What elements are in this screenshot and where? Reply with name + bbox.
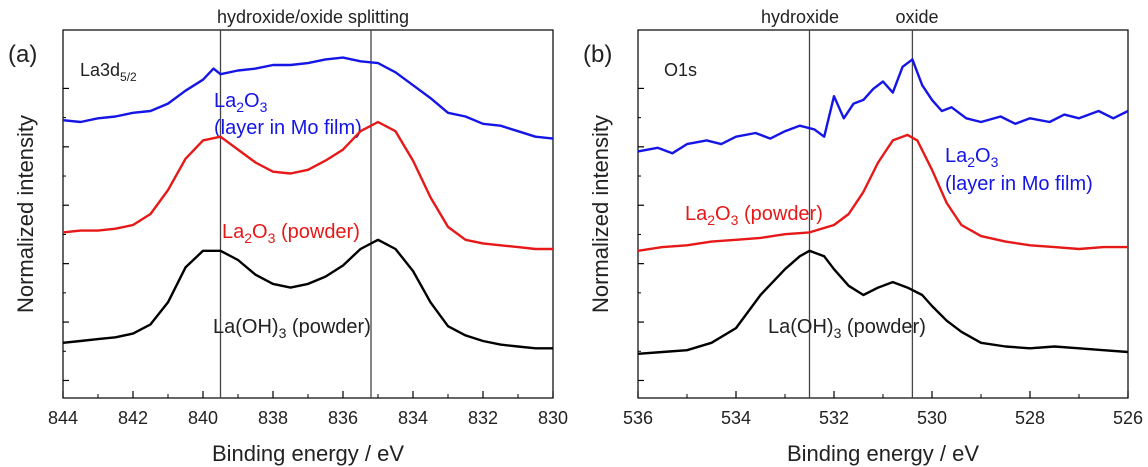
- series-label-la2o3-powder-part: O: [252, 221, 268, 243]
- series-label-la2o3-powder-part: O: [715, 203, 731, 225]
- core-level-label: O1s: [664, 60, 697, 80]
- series-label-la2o3-film: La2O3: [214, 90, 268, 115]
- x-tick-label: 832: [468, 408, 498, 428]
- panel-label: (a): [8, 41, 37, 68]
- series-label-la2o3-film-part: La: [945, 145, 968, 167]
- core-level-label-part: O1s: [664, 60, 697, 80]
- series-label-la2o3-film-part: O: [975, 145, 991, 167]
- series-label-la2o3-film-part: 3: [991, 154, 999, 170]
- x-tick-label: 836: [328, 408, 358, 428]
- series-line-2: [62, 238, 553, 350]
- series-label-laoh3-powder-part: (powder): [841, 316, 925, 338]
- series-label-la2o3-powder-part: (powder): [738, 203, 822, 225]
- top-annotation-1: oxide: [895, 7, 938, 27]
- series-label-la2o3-powder-part: La: [222, 221, 245, 243]
- series-label-laoh3-powder: La(OH)3 (powder): [768, 316, 926, 341]
- x-tick-label: 844: [48, 408, 78, 428]
- series-label-la2o3-powder-part: La: [685, 203, 708, 225]
- series-label-la2o3-powder-part: 3: [731, 212, 739, 228]
- x-tick-label: 842: [118, 408, 148, 428]
- core-level-label-part: La3d: [80, 60, 120, 80]
- top-annotation: hydroxide/oxide splitting: [217, 7, 409, 27]
- series-label-la2o3-powder-part: (powder): [275, 221, 359, 243]
- series-line-1: [62, 120, 553, 251]
- series-label-la2o3-powder-part: 2: [707, 212, 715, 228]
- series-label-laoh3-powder-part: La(OH): [213, 316, 279, 338]
- x-tick-label: 532: [819, 408, 849, 428]
- series-line-0: [62, 56, 554, 140]
- y-axis-title: Normalized intensity: [588, 115, 613, 313]
- series-label-laoh3-powder-part: 3: [279, 325, 287, 341]
- core-level-label-part: 5/2: [120, 70, 137, 84]
- series-label-la2o3-powder: La2O3 (powder): [685, 203, 823, 228]
- series-label-la2o3-powder-part: 2: [244, 230, 252, 246]
- series-label-laoh3-powder-part: 3: [834, 325, 842, 341]
- x-tick-label: 536: [623, 408, 653, 428]
- series-line-1: [637, 133, 1128, 252]
- x-tick-label: 530: [917, 408, 947, 428]
- x-axis-title: Binding energy / eV: [787, 441, 979, 466]
- x-tick-label: 534: [721, 408, 751, 428]
- x-tick-label: 838: [258, 408, 288, 428]
- core-level-label: La3d5/2: [80, 60, 137, 84]
- series-line-2: [637, 249, 1129, 355]
- series-label-la2o3-film-part: O: [244, 90, 260, 112]
- series-label-laoh3-powder: La(OH)3 (powder): [213, 316, 371, 341]
- x-tick-label: 834: [398, 408, 428, 428]
- series-line-0: [637, 58, 1129, 155]
- series-label-la2o3-film-part: 2: [236, 99, 244, 115]
- series-label-laoh3-powder-part: La(OH): [768, 316, 834, 338]
- series-label-la2o3-powder-part: 3: [268, 230, 276, 246]
- series-label-laoh3-powder-part: (powder): [286, 316, 370, 338]
- x-axis-title: Binding energy / eV: [212, 441, 404, 466]
- x-tick-label: 830: [538, 408, 568, 428]
- y-axis-title: Normalized intensity: [13, 115, 38, 313]
- top-annotation-0: hydroxide: [761, 7, 839, 27]
- series-label-la2o3-film-part: La: [214, 90, 237, 112]
- series-label-la2o3-film-line2: (layer in Mo film): [945, 173, 1093, 195]
- x-tick-label: 840: [188, 408, 218, 428]
- x-tick-label: 528: [1015, 408, 1045, 428]
- plot-frame: [62, 29, 554, 399]
- series-label-la2o3-powder: La2O3 (powder): [222, 221, 360, 246]
- series-label-la2o3-film-line2: (layer in Mo film): [214, 117, 362, 139]
- panel-label: (b): [583, 41, 612, 68]
- series-label-la2o3-film: La2O3: [945, 145, 999, 170]
- series-label-la2o3-film-part: 3: [260, 99, 268, 115]
- x-tick-label: 526: [1113, 408, 1143, 428]
- series-label-la2o3-film-part: 2: [967, 154, 975, 170]
